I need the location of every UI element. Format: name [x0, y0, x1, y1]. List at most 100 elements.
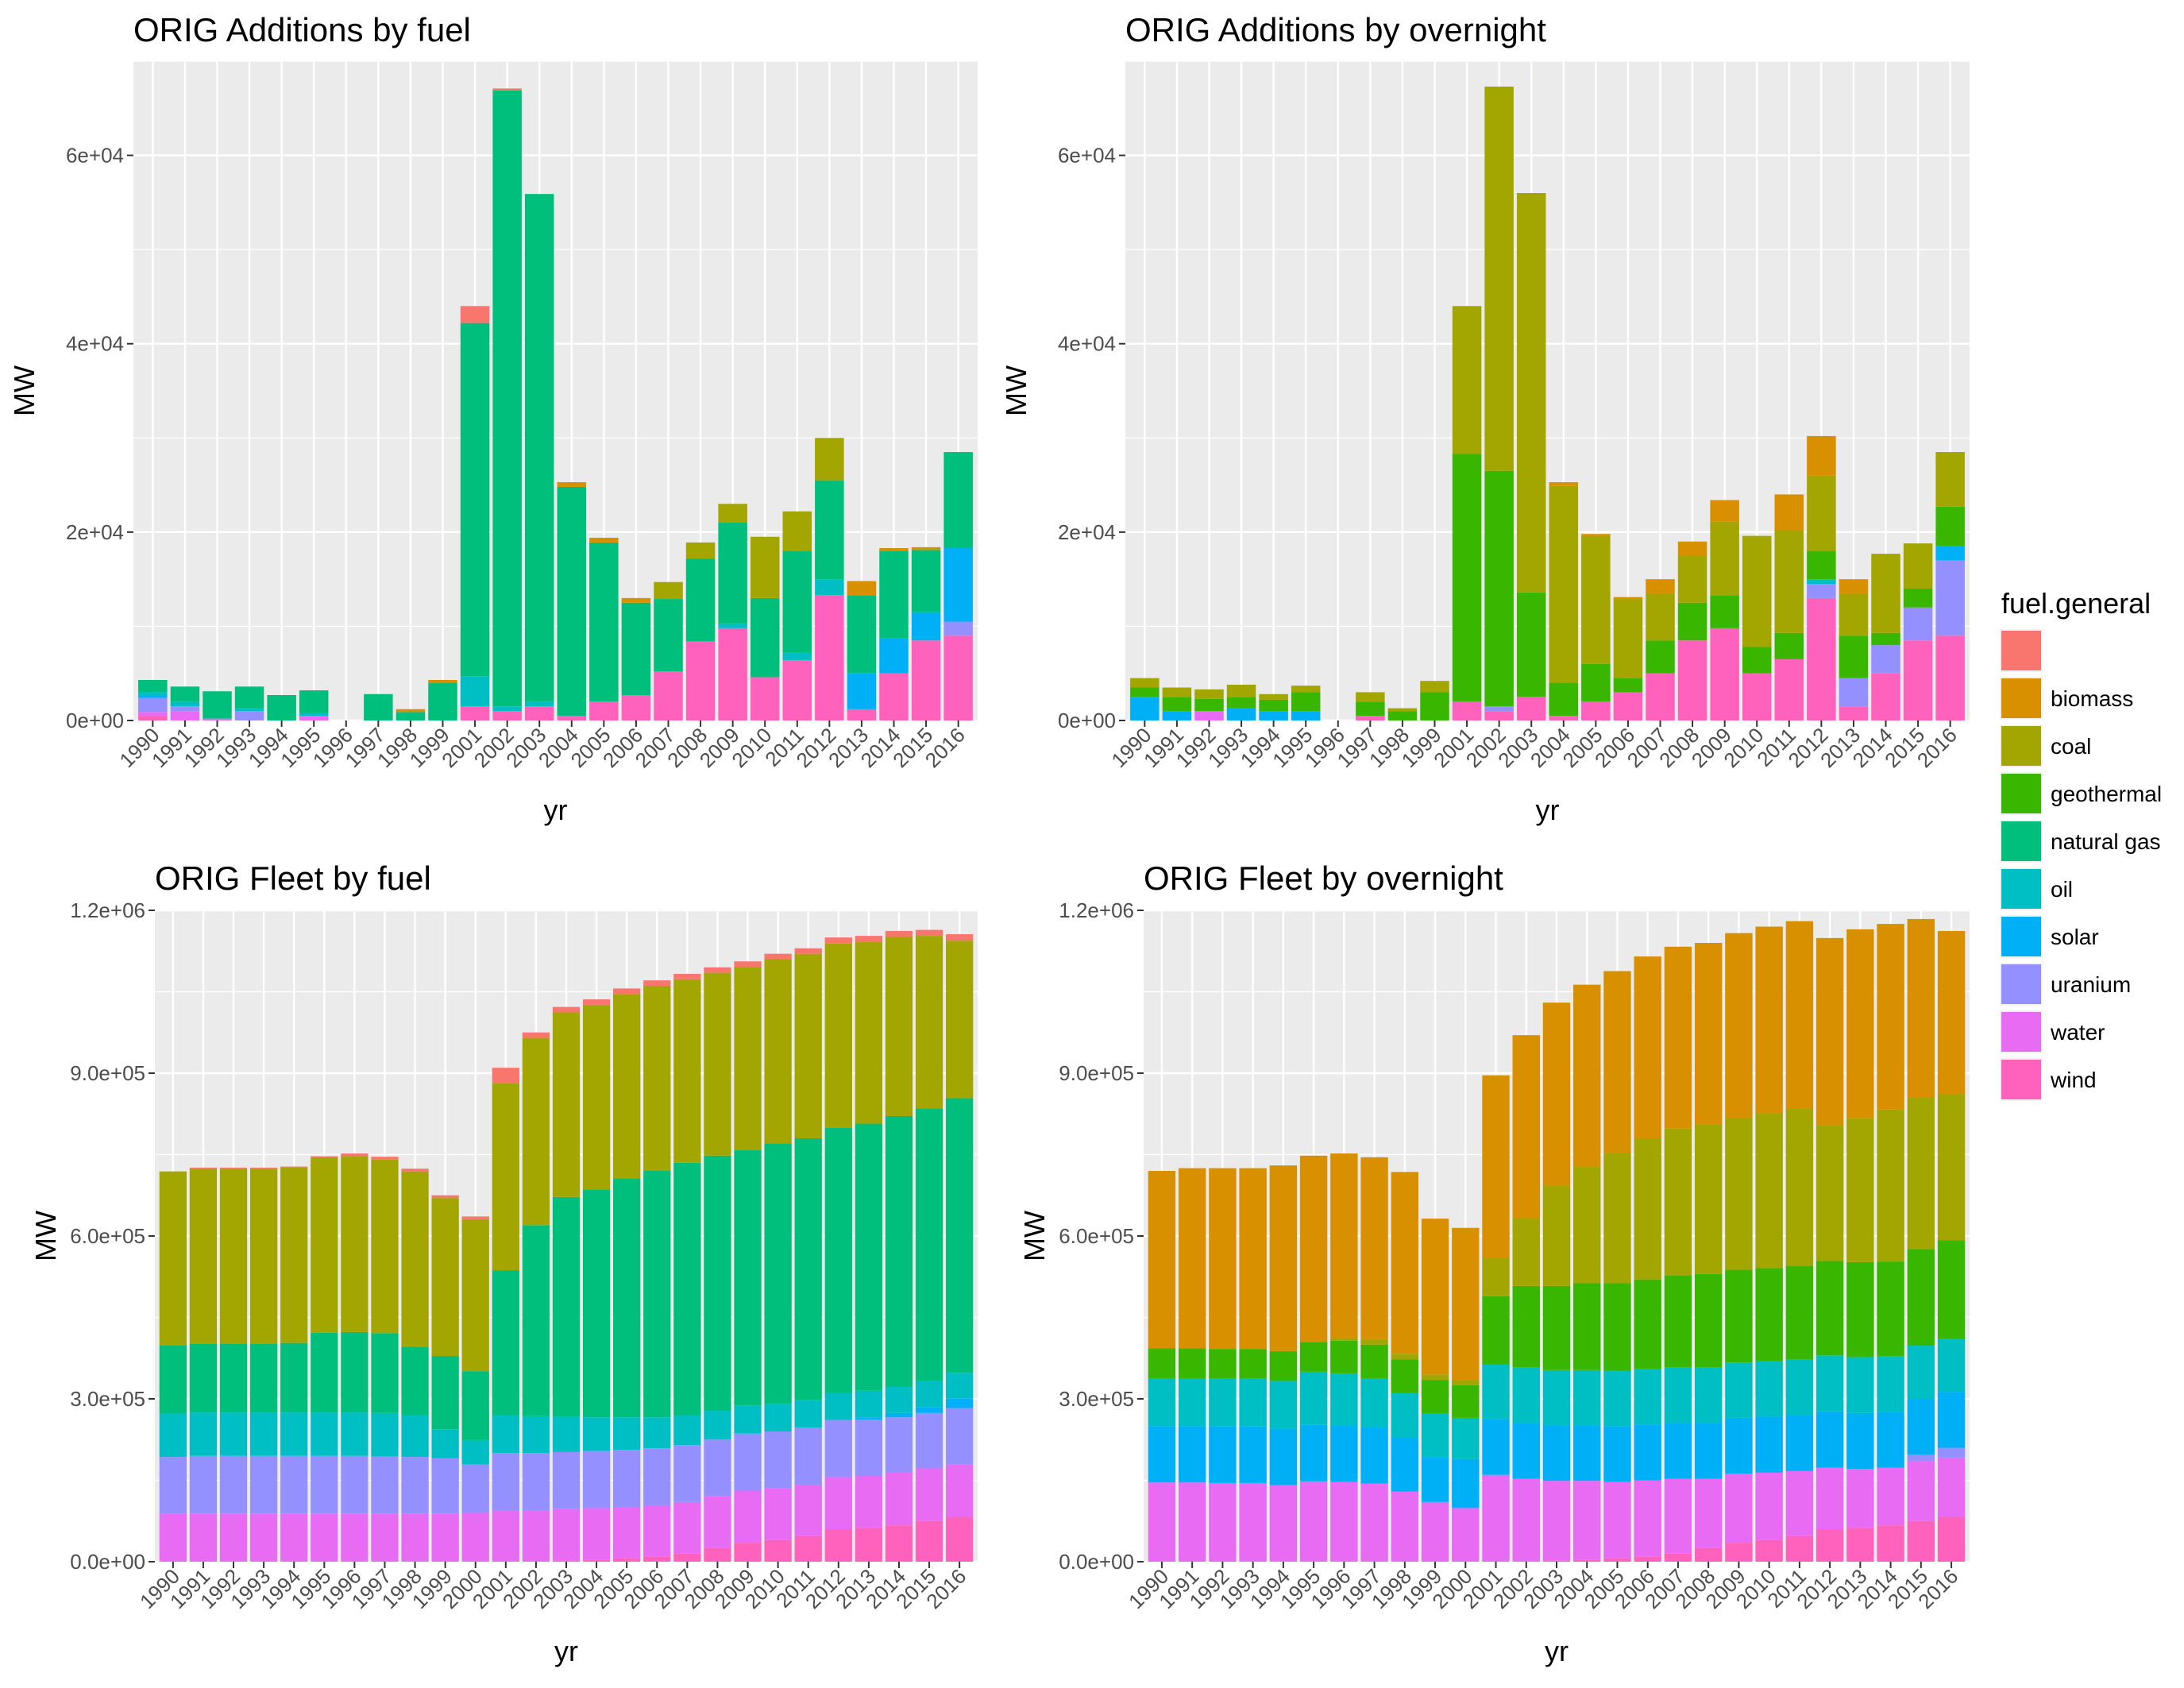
bar-segment-coal	[673, 979, 701, 1163]
bar-segment-coal	[750, 536, 780, 598]
bar-segment-biomass	[428, 680, 457, 683]
bar-segment-water	[1664, 1478, 1692, 1554]
bar-segment-natural gas	[794, 1138, 822, 1400]
bar-segment-biomass	[1907, 918, 1935, 1098]
bar-segment-natural gas	[911, 550, 941, 612]
y-axis-label: MW	[29, 1211, 62, 1261]
bar-segment-coal	[1603, 1153, 1631, 1284]
bar-segment-water	[582, 1508, 611, 1560]
bar-segment-geothermal	[1387, 711, 1418, 720]
bar-segment-unlabeled	[460, 306, 490, 323]
bar-segment-natural gas	[159, 1345, 187, 1414]
x-axis-label: yr	[1545, 1635, 1569, 1667]
bar-segment-geothermal	[1148, 1348, 1176, 1379]
bar-segment-wind	[794, 1535, 822, 1562]
bar-segment-water	[915, 1468, 943, 1521]
y-tick-label: 4e+04	[66, 332, 124, 356]
bar-segment-geothermal	[1209, 1349, 1237, 1379]
bar-segment-oil	[1148, 1378, 1176, 1427]
bar-segment-natural gas	[643, 1170, 671, 1418]
bar-segment-water	[1194, 711, 1224, 720]
bar-segment-uranium	[1935, 560, 1965, 636]
bar-segment-biomass	[1360, 1157, 1388, 1339]
x-axis-label: yr	[544, 794, 568, 826]
bar-segment-coal	[855, 941, 883, 1124]
bar-segment-uranium	[461, 1464, 489, 1513]
bar-segment-natural gas	[946, 1098, 974, 1373]
bar-segment-geothermal	[1512, 1285, 1540, 1368]
bar-segment-oil	[1846, 1357, 1874, 1413]
bar-segment-geothermal	[1452, 454, 1482, 702]
bar-segment-coal	[1937, 1093, 1966, 1241]
bar-segment-oil	[341, 1412, 369, 1456]
bar-segment-water	[1299, 1481, 1328, 1562]
bar-segment-natural gas	[364, 693, 393, 720]
bar-segment-solar	[1299, 1424, 1328, 1481]
panel-additions-by-fuel: ORIG Additions by fuel 0e+00 2e+04 4e+04 6e…	[8, 11, 978, 826]
bar-segment-water	[371, 1513, 399, 1562]
bar-segment-wind	[943, 635, 973, 720]
bar-segment-wind	[1839, 706, 1869, 720]
bar-segment-oil	[1299, 1371, 1328, 1425]
bar-segment-coal	[1903, 543, 1933, 589]
bar-segment-solar	[1239, 1426, 1267, 1483]
bar-segment-coal	[401, 1171, 429, 1347]
bar-segment-coal	[431, 1198, 459, 1357]
panel-title: ORIG Fleet by fuel	[155, 859, 431, 897]
x-axis-label: yr	[554, 1635, 578, 1667]
bar-segment-oil	[249, 1412, 278, 1456]
bar-segment-biomass	[1710, 500, 1739, 522]
bar-segment-uranium	[794, 1427, 822, 1485]
bar-segment-wind	[460, 706, 490, 720]
bar-segment-wind	[1935, 635, 1965, 720]
legend-label: geothermal	[2051, 782, 2162, 806]
bar-segment-unlabeled	[673, 973, 701, 979]
bar-segment-coal	[159, 1171, 187, 1346]
bar-segment-biomass	[396, 709, 426, 713]
bar-segment-water	[1907, 1461, 1935, 1521]
bar-segment-solar	[1512, 1423, 1540, 1479]
bar-segment-solar	[1291, 711, 1321, 720]
bar-segment-geothermal	[1603, 1283, 1631, 1371]
bar-segment-coal	[1710, 521, 1739, 596]
bar-segment-biomass	[1299, 1155, 1328, 1342]
legend-label: natural gas	[2051, 829, 2161, 854]
bar-segment-coal	[1542, 1185, 1571, 1286]
bar-segment-oil	[371, 1412, 399, 1457]
bar-segment-natural gas	[522, 1225, 550, 1416]
bar-segment-solar	[1573, 1425, 1601, 1481]
y-tick-label: 9.0e+05	[1059, 1061, 1134, 1085]
bar-segment-solar	[1482, 1419, 1510, 1475]
bar-segment-water	[461, 1512, 489, 1562]
bar-segment-unlabeled	[613, 988, 641, 995]
bar-segment-biomass	[1846, 929, 1874, 1118]
bar-segment-biomass	[1209, 1168, 1237, 1350]
bar-segment-uranium	[431, 1458, 459, 1514]
bar-segment-solar	[1846, 1412, 1874, 1470]
bar-segment-unlabeled	[885, 930, 913, 937]
y-tick-label: 9.0e+05	[70, 1061, 145, 1085]
bar-segment-natural gas	[280, 1342, 308, 1413]
bar-segment-unlabeled	[824, 937, 852, 944]
bar-segment-coal	[1484, 87, 1514, 471]
bar-segment-wind	[946, 1516, 974, 1562]
y-tick-label: 2e+04	[1058, 520, 1116, 544]
bar-segment-natural gas	[189, 1343, 218, 1413]
bar-segment-uranium	[401, 1457, 429, 1514]
bar-segment-biomass	[1512, 1035, 1540, 1219]
legend-label: biomass	[2051, 686, 2133, 711]
bar-segment-coal	[1742, 535, 1772, 647]
bar-segment-wind	[718, 628, 747, 720]
bar-segment-natural gas	[249, 1343, 278, 1413]
bar-segment-uranium	[234, 711, 264, 720]
bar-segment-water	[1815, 1467, 1844, 1529]
bar-segment-water	[401, 1513, 429, 1562]
bar-segment-uranium	[764, 1431, 792, 1489]
bar-segment-water	[159, 1513, 187, 1562]
bar-segment-natural gas	[267, 694, 296, 720]
bar-segment-geothermal	[1226, 697, 1256, 709]
bar-segment-biomass	[1839, 579, 1869, 593]
bar-segment-wind	[1677, 640, 1707, 720]
bar-segment-oil	[1694, 1367, 1723, 1423]
bar-segment-geothermal	[1259, 699, 1288, 712]
